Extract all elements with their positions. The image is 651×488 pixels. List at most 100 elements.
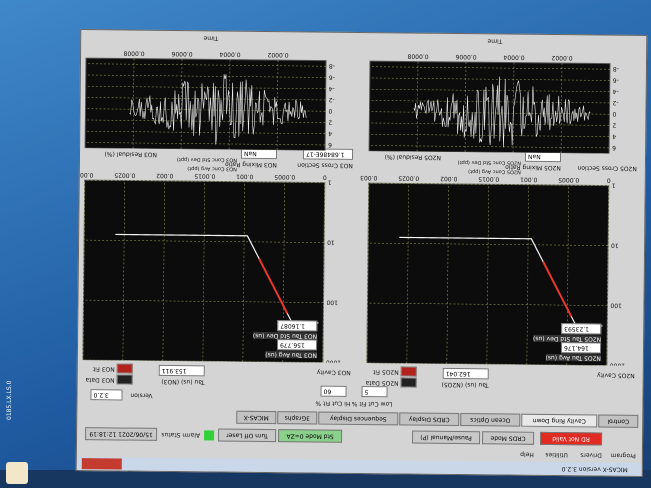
x-tick-label: 0.0004 [219, 51, 240, 58]
tab[interactable]: Cavity Ring Down [521, 414, 597, 428]
y-tick-label: 4 [328, 130, 332, 137]
y-tick-label: 2 [328, 119, 332, 126]
x-tick-label: 0.003 [360, 174, 377, 181]
plot-area [85, 58, 326, 151]
x-tick-label: 0.0015 [194, 172, 215, 179]
tau-avg: 156.779 [277, 339, 317, 350]
std-mode-button[interactable]: Std Mode 0=ZA [278, 429, 342, 443]
x-tick-label: 0.0004 [503, 53, 524, 60]
tau-value: 162.041 [443, 368, 489, 379]
tau-std: 1.23593 [561, 323, 601, 334]
pause-button[interactable]: Pause/Manual (P) [412, 431, 480, 445]
x-tick-label: 0.001 [236, 173, 253, 180]
window-title: MICAS-X version 3.2.0 [562, 465, 628, 473]
legend-fit: NO3 Fit [93, 365, 115, 372]
y-tick-label: -4 [612, 88, 618, 95]
cross-label: NO3 Cross Section [297, 161, 353, 169]
y-tick-label: 100 [610, 302, 622, 309]
x-tick-label: 0.003 [76, 171, 93, 178]
app-window: MICAS-X version 3.2.0 Program Drivers Util… [76, 29, 648, 477]
hi-cut[interactable]: 60 [320, 386, 346, 397]
y-tick-label: 10 [327, 239, 335, 246]
alarm-led [204, 430, 214, 440]
close-button[interactable] [82, 458, 122, 469]
conc-avg-label: N2O5 Conc Avg (ppt) [468, 168, 521, 175]
y-tick-label: 1000 [610, 362, 626, 366]
y-tick-label: 1000 [326, 359, 342, 363]
start-icon[interactable] [6, 462, 28, 484]
y-tick-label: -2 [612, 99, 618, 106]
x-tick-label: 0.0006 [171, 50, 192, 57]
y-tick-label: -4 [329, 85, 335, 92]
tab[interactable]: MICAS-X [236, 411, 276, 424]
tau-avg-label: NO3 Tau Avg (us) [265, 351, 317, 359]
y-tick-label: 100 [326, 299, 338, 306]
tab[interactable]: Sequences Display [318, 412, 398, 426]
tau-std: 1.16087 [277, 320, 317, 331]
legend-fit-swatch [401, 366, 417, 376]
mode-button[interactable]: CRDS Mode [482, 431, 534, 445]
low-cut[interactable]: 5 [361, 386, 387, 397]
x-tick-label: 0.0002 [267, 51, 288, 58]
x-tick-label: 0.0006 [455, 53, 476, 60]
alarm-label: Alarm Status [161, 431, 200, 438]
legend-data-swatch [117, 374, 133, 384]
residual-plot: 0.0002 0.0004 0.0006 0.0008 6 4 2 0 -2 -4 -6 -8 [76, 38, 355, 151]
tab[interactable]: Ocean Optics [460, 413, 520, 427]
y-tick-label: -6 [329, 74, 335, 81]
tau-std-label: NO3 Tau Std Dev (us) [253, 332, 317, 340]
y-tick-label: 1 [612, 182, 616, 189]
datetime: 15/06/2021 12:18:19 [85, 427, 157, 441]
x-tick-label: 0.0005 [274, 173, 295, 180]
x-tick-label: 0.002 [440, 175, 457, 182]
legend-fit: N2O5 Fit [373, 368, 399, 375]
x-tick-label: 0.002 [156, 172, 173, 179]
y-tick-label: 10 [611, 242, 619, 249]
x-tick-label: 0.0025 [398, 174, 419, 181]
residual-label: NO3 Residual (%) [104, 150, 157, 158]
photo: 0185.LX.LS.0 MICAS-X version 3.2.0 Progr… [0, 0, 651, 488]
tau-value: 153.911 [159, 365, 205, 376]
y-tick-label: -8 [329, 62, 335, 69]
legend-data-swatch [401, 377, 417, 387]
x-tick-label: 0 [607, 177, 611, 184]
cross-label: N2O5 Cross Section [577, 164, 636, 172]
x-tick-label: 0.0002 [551, 54, 572, 61]
tab[interactable]: 3Graphs [277, 411, 317, 424]
low-cut-label: Low Cut Fit % [352, 400, 393, 407]
version: 3.2.0 [90, 389, 122, 400]
menu-item[interactable]: Utilities [545, 451, 568, 458]
cavity-label: N2O5 Cavity [597, 371, 635, 378]
tab[interactable]: CRDS Display [399, 412, 459, 426]
y-tick-label: -2 [328, 96, 334, 103]
y-tick-label: 6 [328, 141, 332, 148]
legend-data: N2O5 Data [366, 379, 399, 386]
laser-button[interactable]: Turn Off Laser [218, 429, 276, 443]
x-tick-label: 0.0008 [123, 49, 144, 56]
cavity-label: NO3 Cavity [317, 369, 351, 376]
conc-std-label: N2O5 Conc Std Dev (ppt) [458, 159, 521, 166]
legend-fit-swatch [117, 363, 133, 373]
menu-item[interactable]: Drivers [580, 451, 602, 458]
y-tick-label: 6 [612, 144, 616, 151]
x-tick-label: 0.0015 [478, 175, 499, 182]
clock: 0185.LX.LS.0 [6, 381, 13, 420]
y-tick-label: 4 [612, 133, 616, 140]
y-tick-label: -8 [613, 65, 619, 72]
residual-label: N2O5 Residual (%) [385, 153, 441, 161]
y-tick-label: 0 [328, 107, 332, 114]
version-label: Version [130, 392, 152, 399]
tab[interactable]: Control [598, 414, 638, 427]
y-tick-label: 1 [328, 179, 332, 186]
y-tick-label: -6 [613, 76, 619, 83]
menu-item[interactable]: Help [520, 451, 534, 458]
x-tick-label: 0.0005 [558, 176, 579, 183]
conc-avg-label: NO3 Conc Avg (ppt) [187, 165, 237, 172]
tau-std-label: N2O5 Tau Std Dev (us) [533, 335, 601, 343]
legend-data: NO3 Data [85, 376, 114, 383]
menu-item[interactable]: Program [611, 452, 636, 459]
x-tick-label: 0.0008 [407, 52, 428, 59]
x-tick-label: 0.001 [520, 176, 537, 183]
conc-std-label: NO3 Conc Std Dev (ppt) [177, 156, 237, 163]
